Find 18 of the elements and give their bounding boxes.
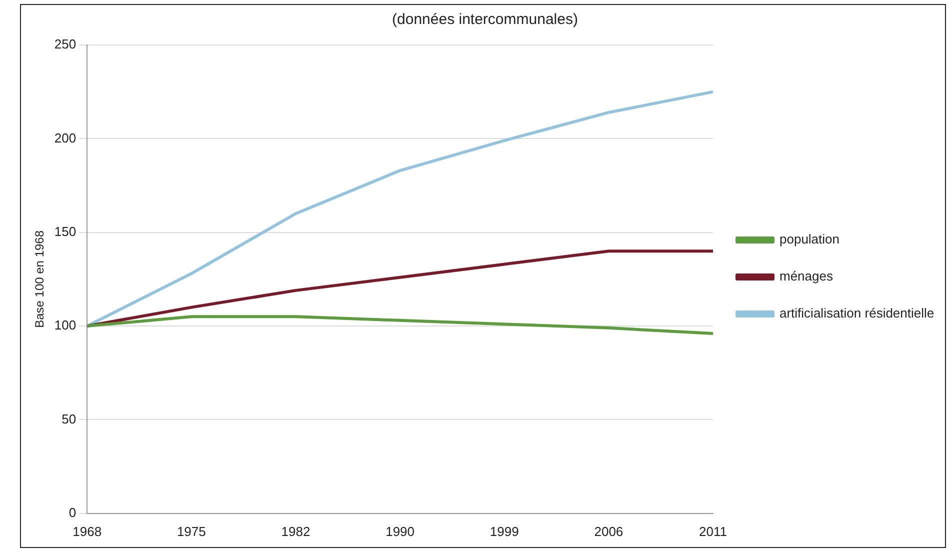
x-tick-label: 2011 (699, 524, 727, 539)
y-tick-label: 250 (54, 36, 76, 52)
y-axis-title: Base 100 en 1968 (32, 230, 47, 328)
y-tick-label: 50 (62, 411, 76, 426)
chart-title: (données intercommunales) (392, 11, 578, 28)
legend-label: ménages (780, 268, 834, 284)
legend-label: population (780, 232, 840, 247)
x-tick-label: 2006 (594, 524, 624, 539)
y-tick-label: 150 (54, 224, 76, 239)
x-tick-label: 1968 (72, 524, 102, 539)
y-tick-label: 0 (68, 504, 76, 520)
y-tick-label: 100 (54, 318, 76, 333)
legend-label: artificialisation résidentielle (780, 306, 934, 321)
x-tick-label: 1975 (176, 524, 206, 539)
x-tick-label: 1982 (281, 524, 310, 539)
x-tick-label: 1990 (386, 524, 415, 539)
y-tick-label: 200 (54, 130, 76, 146)
x-tick-label: 1999 (490, 524, 519, 539)
